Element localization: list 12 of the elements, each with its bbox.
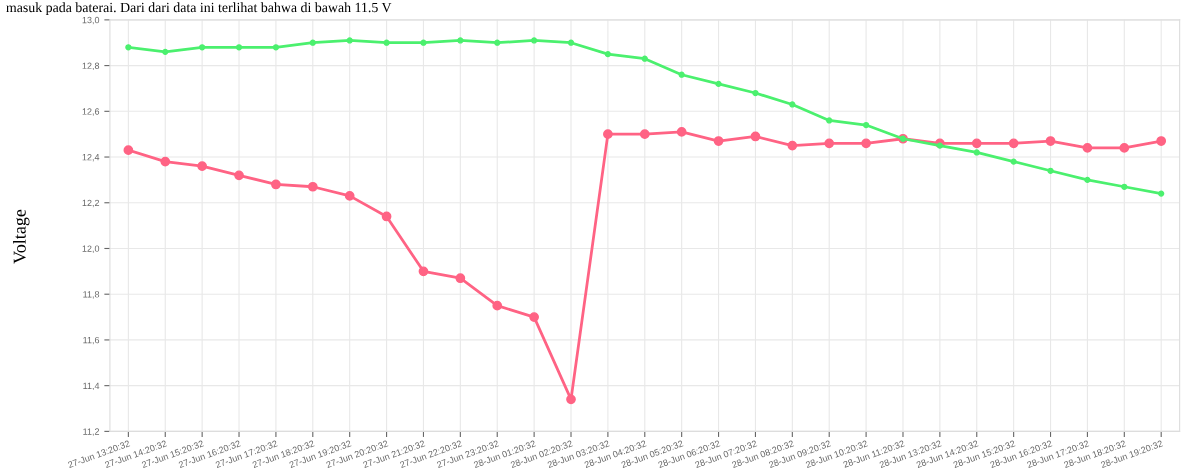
y-tick-label: 11,2 — [83, 428, 100, 436]
y-tick-label: 12,2 — [82, 199, 100, 208]
y-tick-label: 11,6 — [83, 336, 100, 345]
text: masuk pada baterai. Dari dari data ini terlihat bahwa di bawah 11.5 V — [6, 2, 392, 15]
y-tick-label: 12,8 — [82, 62, 100, 71]
y-tick-label: 13,0 — [82, 16, 100, 25]
y-tick-label: 12,0 — [82, 245, 100, 253]
y-tick-label: 12,4 — [82, 154, 100, 162]
y-tick-label: 11,8 — [83, 291, 100, 299]
y-tick-label: 12,6 — [82, 108, 100, 116]
y-axis-title: Voltage — [13, 209, 30, 264]
y-tick-label: 11,4 — [83, 382, 100, 391]
